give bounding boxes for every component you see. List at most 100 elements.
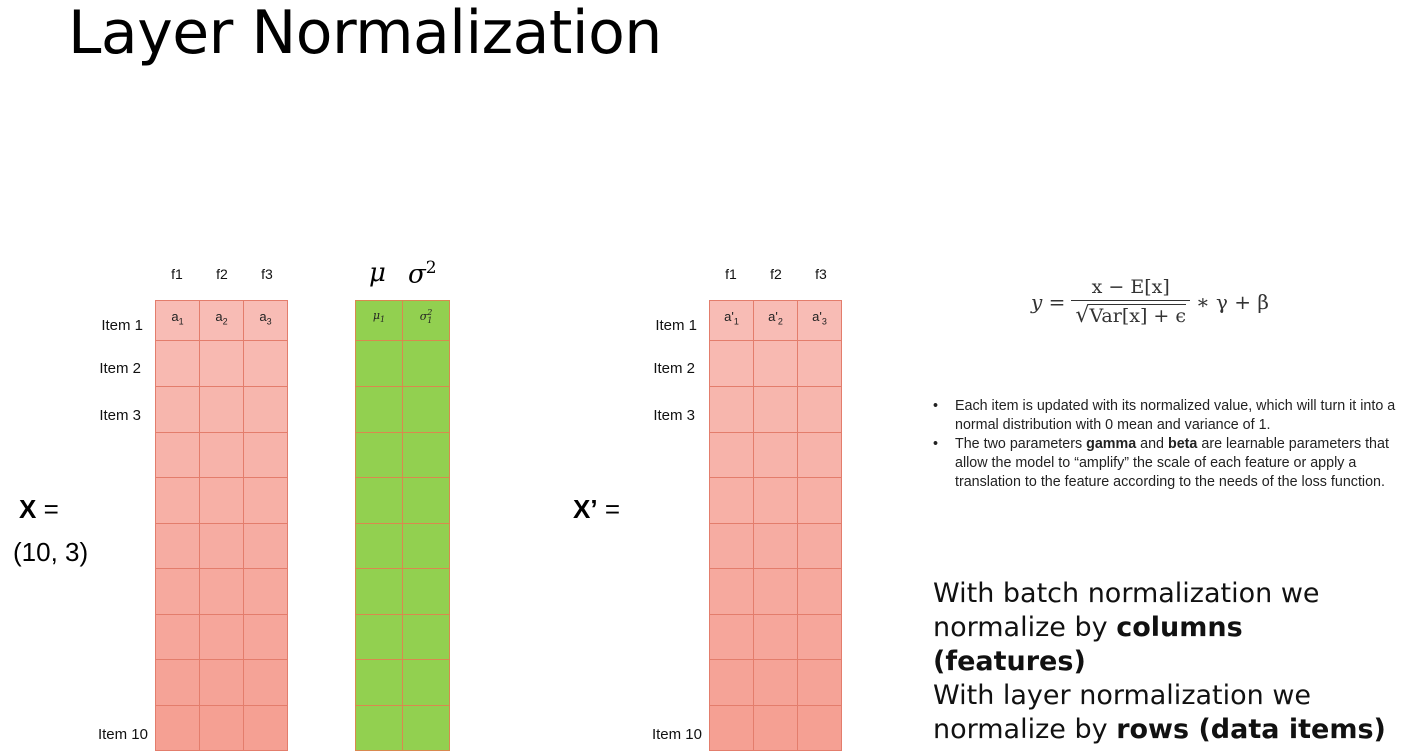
x-prime-row: [709, 659, 842, 706]
mu-header: μ: [369, 258, 386, 288]
stats-row: [355, 659, 450, 706]
layernorm-formula: y = x − E[x] ∗ γ + β √Var[x] + ϵ: [1030, 276, 1270, 328]
x-prime-cell: a'2: [753, 300, 798, 341]
x-cell: [199, 386, 244, 433]
mu-cell: [355, 432, 403, 478]
x-prime-row: [709, 705, 842, 751]
mu-cell: μ1: [355, 300, 403, 341]
feature-header-f3: f3: [261, 266, 273, 282]
sigma-cell: [402, 614, 450, 660]
x-cell: [199, 568, 244, 615]
x-prime-cell: [753, 705, 798, 751]
x-row: [155, 386, 288, 433]
sigma-cell: [402, 523, 450, 569]
x-prime-cell: [753, 477, 798, 524]
sigma-cell: [402, 432, 450, 478]
x-prime-cell: [753, 386, 798, 433]
sigma-cell-subscript: 1: [427, 316, 433, 325]
batch-norm-note: With batch normalization we normalize by…: [933, 577, 1403, 679]
x-cell-value: a1: [156, 301, 199, 327]
x-cell: [243, 432, 288, 478]
matrix-x-symbol: X: [19, 494, 37, 524]
stats-row: [355, 477, 450, 524]
x-cell: a1: [155, 300, 200, 341]
x-prime-cell-base: a': [768, 309, 778, 324]
x-cell: [243, 614, 288, 660]
out-row-label-item-10: Item 10: [651, 726, 702, 743]
x-cell: [243, 477, 288, 524]
x-prime-cell: [797, 386, 842, 433]
sigma-cell-symbol: σ: [419, 310, 428, 323]
matrix-x-shape: (10, 3): [13, 537, 89, 567]
x-cell: [155, 614, 200, 660]
x-cell-value: a3: [244, 301, 287, 327]
x-cell: [243, 705, 288, 751]
x-cell: [199, 614, 244, 660]
row-label-item-10: Item 10: [97, 726, 148, 743]
batch-norm-bold: columns (features): [933, 612, 1243, 677]
x-prime-row: [709, 614, 842, 660]
formula-lhs: y =: [1031, 290, 1066, 314]
x-cell: [155, 568, 200, 615]
x-cell: [155, 386, 200, 433]
stats-row: μ1 σ 2 1: [355, 300, 450, 341]
mu-cell: [355, 477, 403, 524]
x-prime-row: [709, 523, 842, 569]
x-prime-cell: [709, 705, 754, 751]
x-prime-cell: [709, 432, 754, 478]
x-prime-cell: a'1: [709, 300, 754, 341]
x-cell-value: a2: [200, 301, 243, 327]
x-cell-subscript: 1: [178, 316, 184, 327]
sigma-cell: [402, 386, 450, 433]
input-matrix-grid: a1 a2 a3: [155, 300, 288, 751]
x-cell: [155, 659, 200, 706]
row-label-item-1: Item 1: [101, 317, 143, 334]
x-prime-row: [709, 568, 842, 615]
page-title: Layer Normalization: [68, 0, 662, 68]
x-prime-row: [709, 386, 842, 433]
x-cell: [243, 340, 288, 387]
x-prime-cell: [709, 340, 754, 387]
sigma-cell-superscript: 2: [427, 308, 433, 317]
sigma-header-symbol: σ: [408, 259, 426, 290]
x-prime-cell: [709, 386, 754, 433]
x-cell-base: a: [171, 309, 179, 324]
sigma-cell: [402, 340, 450, 387]
note-2-gamma: gamma: [1086, 436, 1137, 452]
x-cell: a2: [199, 300, 244, 341]
stats-row: [355, 340, 450, 387]
note-2-beta: beta: [1167, 436, 1198, 452]
note-2-text-c: are learnable parameters that allow the …: [955, 436, 1389, 490]
x-row: [155, 340, 288, 387]
x-cell: [155, 340, 200, 387]
x-cell-subscript: 2: [222, 316, 228, 327]
x-prime-cell: [709, 659, 754, 706]
stats-row: [355, 568, 450, 615]
x-prime-cell: [797, 340, 842, 387]
matrix-x-equals: =: [43, 494, 59, 524]
x-prime-row: [709, 477, 842, 524]
sigma-cell: [402, 659, 450, 706]
x-prime-row: [709, 340, 842, 387]
mu-cell: [355, 340, 403, 387]
stats-row: [355, 432, 450, 478]
stats-grid: μ1 σ 2 1: [355, 300, 450, 751]
stats-row: [355, 614, 450, 660]
stats-row: [355, 705, 450, 751]
x-cell: [243, 568, 288, 615]
x-prime-cell-value: a'3: [798, 301, 841, 327]
x-prime-cell: [797, 477, 842, 524]
x-prime-cell-base: a': [724, 309, 734, 324]
note-2-text-a: The two parameters: [955, 436, 1087, 452]
x-prime-cell: [753, 659, 798, 706]
sqrt-icon: √: [1075, 303, 1090, 328]
row-label-item-2: Item 2: [99, 360, 141, 377]
note-item: The two parameters gamma and beta are le…: [933, 435, 1411, 492]
x-row: [155, 614, 288, 660]
out-row-label-item-2: Item 2: [653, 360, 695, 377]
mu-cell-subscript: 1: [380, 315, 386, 325]
x-prime-cell: [797, 614, 842, 660]
x-cell: [243, 659, 288, 706]
out-row-label-item-1: Item 1: [655, 317, 697, 334]
